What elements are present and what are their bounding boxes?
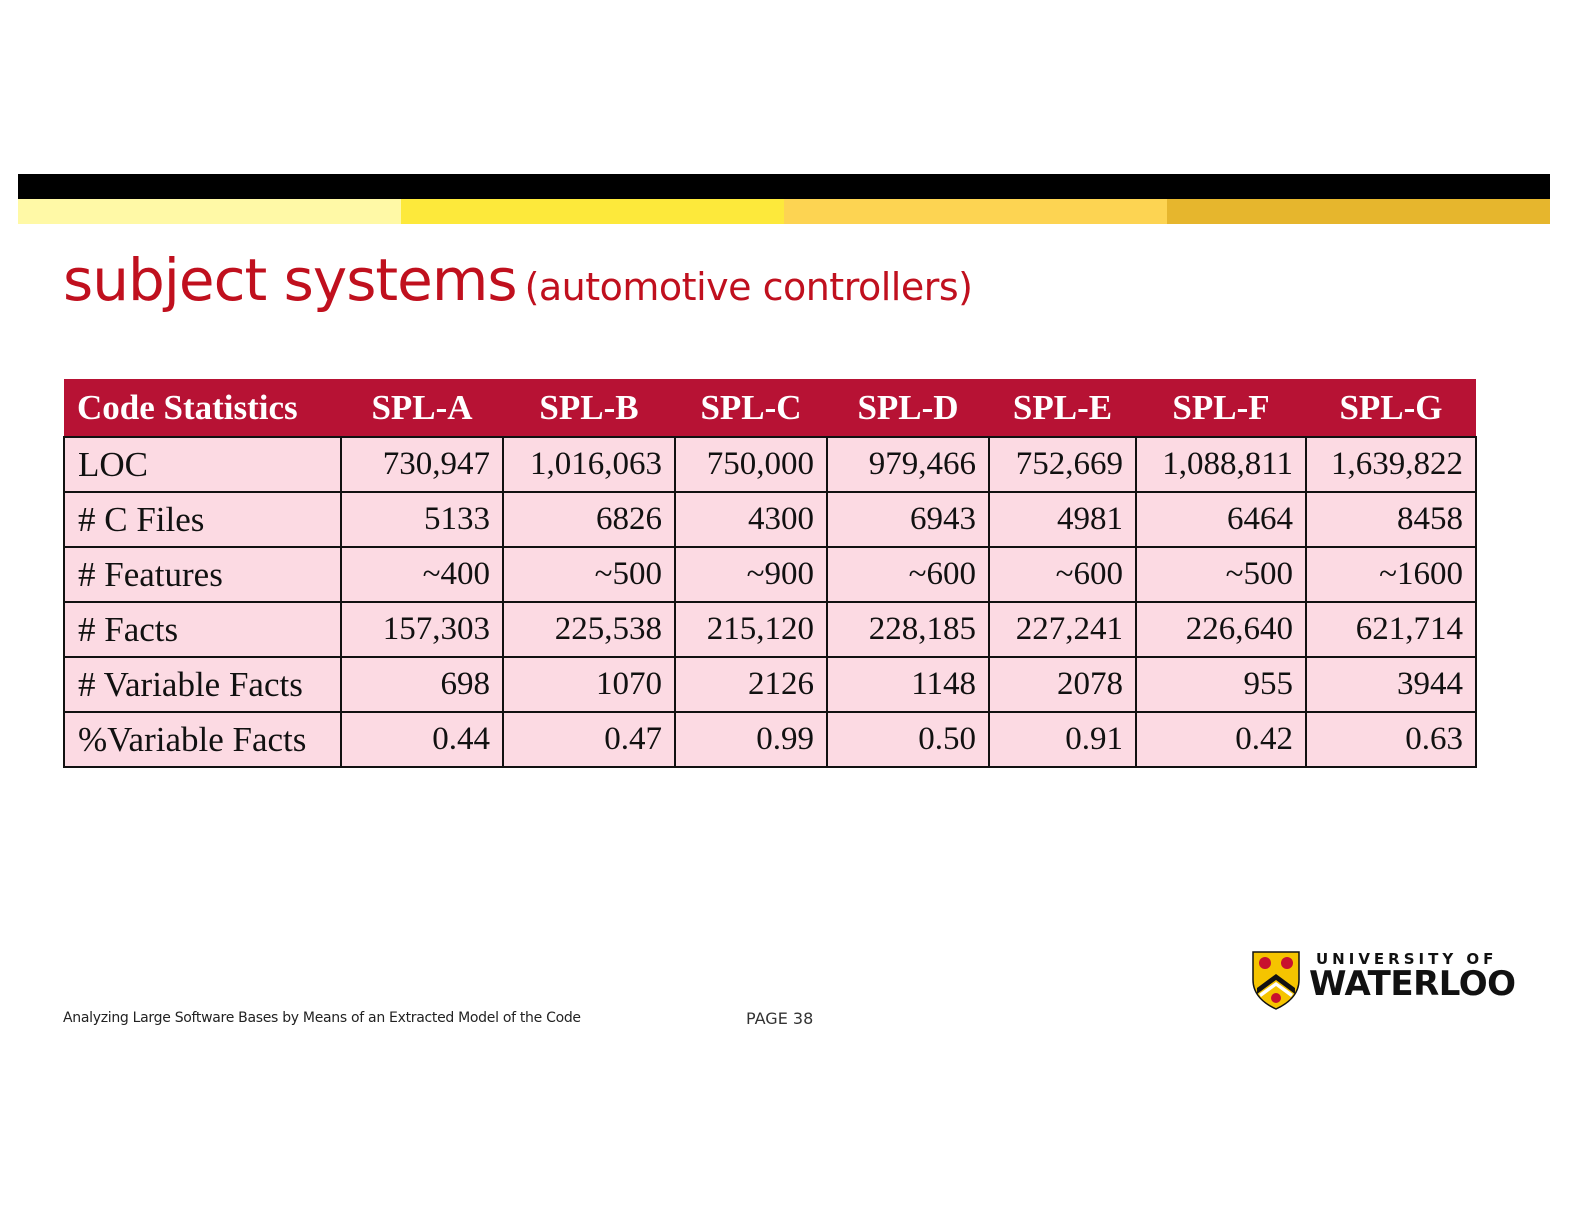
logo-university-of: UNIVERSITY OF <box>1316 950 1498 968</box>
table-cell: 0.91 <box>988 711 1137 768</box>
table-row: # Facts 157,303 225,538 215,120 228,185 227,2… <box>63 601 1477 658</box>
table-cell: 752,669 <box>988 436 1137 493</box>
table-cell: 215,120 <box>674 601 828 658</box>
table-cell: 8458 <box>1305 491 1477 548</box>
header-code-statistics: Code Statistics <box>64 379 341 437</box>
table-cell: 228,185 <box>826 601 990 658</box>
table-row: LOC 730,947 1,016,063 750,000 979,466 752,669… <box>63 436 1477 493</box>
table-cell: 5133 <box>340 491 504 548</box>
footer-presentation-title: Analyzing Large Software Bases by Means … <box>63 1010 581 1026</box>
header-spl-b: SPL-B <box>503 379 675 437</box>
table-cell: 2078 <box>988 656 1137 713</box>
row-label: LOC <box>63 436 342 493</box>
table-cell: ~600 <box>826 546 990 603</box>
table-cell: 0.44 <box>340 711 504 768</box>
table-cell: 0.50 <box>826 711 990 768</box>
table-cell: 698 <box>340 656 504 713</box>
table-row: # C Files 5133 6826 4300 6943 4981 6464 8458 <box>63 491 1477 548</box>
header-black-bar <box>18 174 1550 199</box>
table-cell: 4300 <box>674 491 828 548</box>
row-label: # C Files <box>63 491 342 548</box>
table-cell: 2126 <box>674 656 828 713</box>
band-segment-1 <box>18 199 401 224</box>
table-row: # Features ~400 ~500 ~900 ~600 ~600 ~500 ~1600 <box>63 546 1477 603</box>
band-segment-3 <box>784 199 1167 224</box>
table-cell: 226,640 <box>1135 601 1307 658</box>
table-cell: 730,947 <box>340 436 504 493</box>
table-cell: 1,088,811 <box>1135 436 1307 493</box>
header-spl-a: SPL-A <box>341 379 503 437</box>
table-cell: 0.42 <box>1135 711 1307 768</box>
header-spl-c: SPL-C <box>675 379 827 437</box>
table-cell: ~500 <box>1135 546 1307 603</box>
table-cell: 6943 <box>826 491 990 548</box>
row-label: %Variable Facts <box>63 711 342 768</box>
slide-title-subtitle: (automotive controllers) <box>524 265 973 309</box>
row-label: # Variable Facts <box>63 656 342 713</box>
table-cell: ~900 <box>674 546 828 603</box>
header-spl-d: SPL-D <box>827 379 989 437</box>
table-cell: 1148 <box>826 656 990 713</box>
table-cell: 0.47 <box>502 711 676 768</box>
table-cell: 157,303 <box>340 601 504 658</box>
table-cell: 1070 <box>502 656 676 713</box>
logo-waterloo: WATERLOO <box>1309 964 1516 1004</box>
table-cell: ~1600 <box>1305 546 1477 603</box>
band-segment-2 <box>401 199 784 224</box>
code-statistics-table: Code Statistics SPL-A SPL-B SPL-C SPL-D … <box>63 379 1477 768</box>
row-label: # Facts <box>63 601 342 658</box>
table-row: # Variable Facts 698 1070 2126 1148 2078 955 39… <box>63 656 1477 713</box>
table-cell: 621,714 <box>1305 601 1477 658</box>
table-row: %Variable Facts 0.44 0.47 0.99 0.50 0.91 0.42 0… <box>63 711 1477 768</box>
slide-title: subject systems (automotive controllers) <box>63 246 973 314</box>
row-label: # Features <box>63 546 342 603</box>
table-cell: ~600 <box>988 546 1137 603</box>
table-cell: 750,000 <box>674 436 828 493</box>
page-number: PAGE 38 <box>746 1009 814 1028</box>
table-cell: 0.99 <box>674 711 828 768</box>
slide-title-main: subject systems <box>63 246 518 314</box>
header-spl-e: SPL-E <box>989 379 1136 437</box>
table-cell: 6826 <box>502 491 676 548</box>
table-cell: 979,466 <box>826 436 990 493</box>
table-cell: 6464 <box>1135 491 1307 548</box>
table-cell: ~400 <box>340 546 504 603</box>
table-cell: 1,639,822 <box>1305 436 1477 493</box>
university-logo: UNIVERSITY OF WATERLOO <box>1251 950 1516 1012</box>
table-cell: 0.63 <box>1305 711 1477 768</box>
table-cell: 3944 <box>1305 656 1477 713</box>
table-cell: 1,016,063 <box>502 436 676 493</box>
table-header-row: Code Statistics SPL-A SPL-B SPL-C SPL-D … <box>64 379 1476 437</box>
header-color-band <box>18 199 1550 224</box>
header-spl-f: SPL-F <box>1136 379 1306 437</box>
table-cell: 225,538 <box>502 601 676 658</box>
table-cell: 955 <box>1135 656 1307 713</box>
header-spl-g: SPL-G <box>1306 379 1476 437</box>
table-cell: 227,241 <box>988 601 1137 658</box>
band-segment-4 <box>1167 199 1550 224</box>
table-body: LOC 730,947 1,016,063 750,000 979,466 752,669… <box>63 436 1477 768</box>
waterloo-shield-icon <box>1252 951 1300 1010</box>
table-cell: 4981 <box>988 491 1137 548</box>
table-cell: ~500 <box>502 546 676 603</box>
